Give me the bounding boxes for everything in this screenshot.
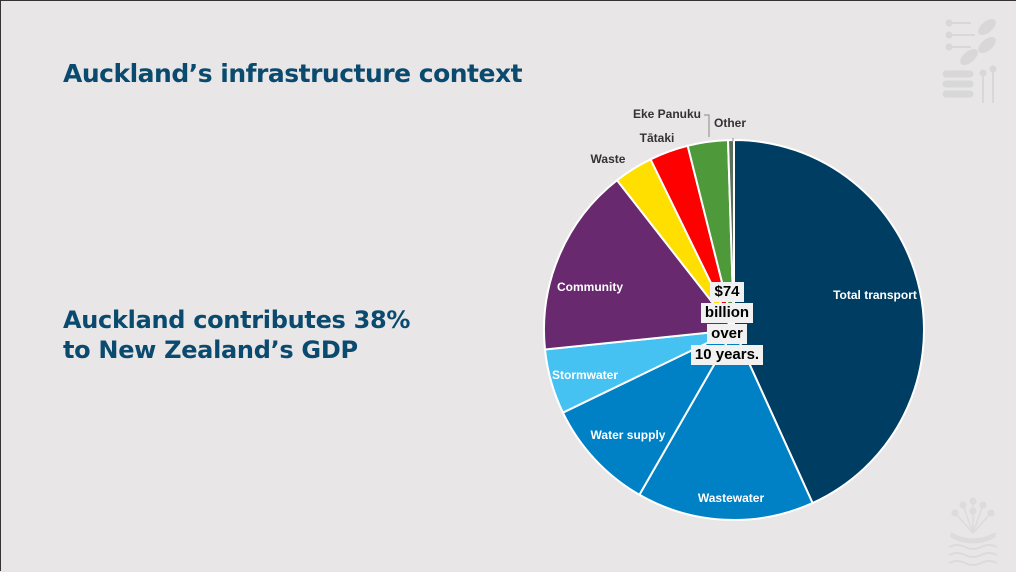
subtitle-line-1: Auckland contributes 38%	[63, 306, 411, 334]
leader-line	[704, 114, 710, 137]
slice-label-total-transport: Total transport	[833, 288, 917, 302]
center-label-line-2: billion	[700, 303, 754, 323]
slide-subtitle: Auckland contributes 38% to New Zealand’…	[63, 305, 483, 365]
slice-label-stormwater: Stormwater	[552, 368, 618, 382]
subtitle-line-2: to New Zealand’s GDP	[63, 336, 358, 364]
center-label-line-4: 10 years.	[690, 345, 764, 365]
slice-label-other: Other	[714, 116, 746, 130]
slide-title: Auckland’s infrastructure context	[63, 59, 523, 88]
chart-center-label: $74 billion over 10 years.	[677, 282, 777, 366]
pie-slice-total-transport	[733, 138, 926, 505]
center-label-line-1: $74	[710, 282, 744, 302]
slice-label-waste: Waste	[591, 152, 626, 166]
pie-slice-wastewater	[638, 327, 814, 521]
slice-label-t-taki: Tātaki	[640, 131, 675, 145]
pie-slice-community	[543, 178, 736, 351]
decorative-pattern-bottom-icon	[948, 497, 998, 566]
center-label-line-3: over	[707, 324, 747, 344]
slice-label-wastewater: Wastewater	[698, 491, 765, 505]
pie-slice-water-supply	[561, 327, 737, 497]
decorative-pattern-top-icon	[942, 19, 997, 103]
slice-label-eke-panuku: Eke Panuku	[633, 107, 701, 121]
slice-label-water-supply: Water supply	[591, 428, 666, 442]
slice-label-community: Community	[557, 280, 623, 294]
